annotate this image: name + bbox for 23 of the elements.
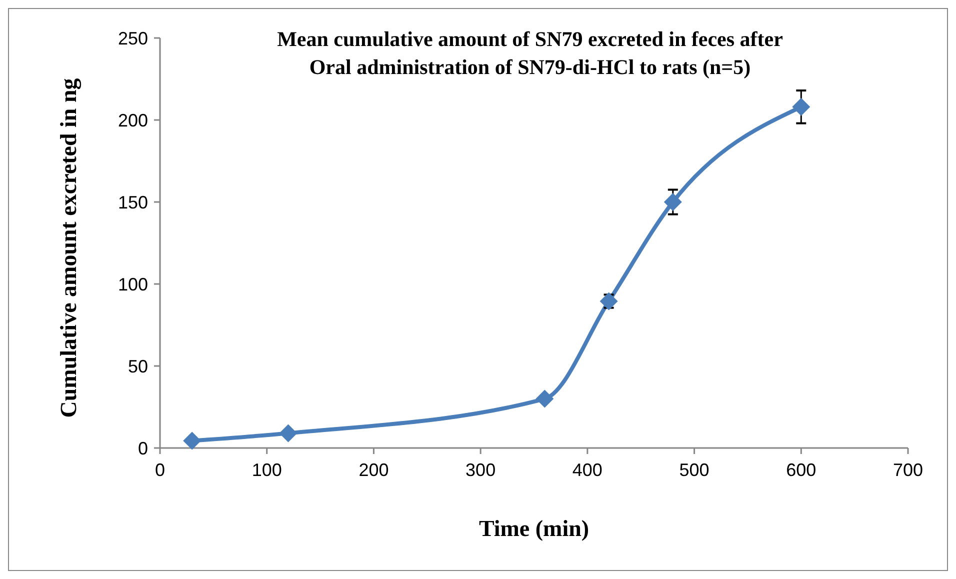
y-tick-label: 50 — [128, 356, 148, 376]
point — [536, 390, 554, 408]
y-axis-title: Cumulative amount excreted in ng — [56, 78, 82, 418]
y-tick-label: 150 — [118, 192, 148, 212]
y-tick-label: 250 — [118, 28, 148, 48]
x-tick-label: 500 — [679, 460, 710, 480]
x-tick-label: 300 — [466, 460, 496, 480]
x-tick-label: 100 — [252, 460, 282, 480]
point — [279, 424, 298, 442]
point — [792, 98, 810, 116]
y-tick-label: 100 — [118, 274, 148, 294]
x-tick-label: 600 — [786, 460, 816, 480]
x-tick-label: 0 — [154, 460, 166, 480]
x-tick-label: 700 — [892, 460, 924, 480]
point — [664, 193, 682, 211]
y-tick-label: 0 — [138, 438, 148, 458]
y-tick-label: 200 — [118, 110, 148, 130]
x-axis-title: Time (min) — [478, 516, 590, 541]
point — [600, 292, 618, 310]
point — [183, 432, 202, 450]
x-tick-label: 200 — [358, 460, 389, 480]
x-tick-label: 400 — [572, 460, 602, 480]
chart-title: Mean cumulative amount of SN79 excreted in feces after Oral administration of SN79-di-HCl to rats (n=5) — [277, 27, 783, 79]
